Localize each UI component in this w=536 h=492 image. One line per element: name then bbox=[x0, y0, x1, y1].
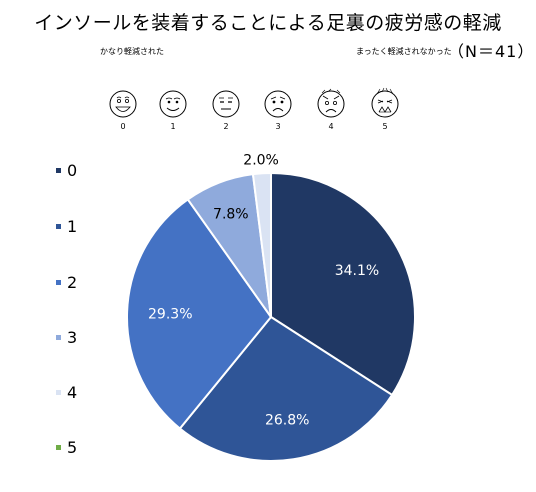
legend-item-4: 4 bbox=[56, 382, 77, 402]
legend-label-2: 2 bbox=[67, 272, 78, 292]
data-label-0: 34.1% bbox=[335, 263, 379, 279]
data-label-2: 29.3% bbox=[148, 307, 192, 323]
legend-swatch-5 bbox=[56, 444, 61, 450]
scale-right-label: まったく軽減されなかった bbox=[356, 47, 452, 56]
face-number-1: 1 bbox=[170, 122, 176, 131]
legend-swatch-2 bbox=[56, 279, 61, 285]
face-number-0: 0 bbox=[120, 122, 126, 131]
face-2-icon bbox=[212, 90, 240, 118]
legend-label-0: 0 bbox=[67, 160, 78, 180]
legend-swatch-4 bbox=[56, 389, 61, 395]
sample-size: （N＝41） bbox=[448, 42, 535, 61]
legend-item-3: 3 bbox=[56, 327, 77, 347]
legend-label-1: 1 bbox=[67, 216, 78, 236]
legend-swatch-0 bbox=[56, 167, 61, 173]
chart-title: インソールを装着することによる足裏の疲労感の軽減 bbox=[34, 12, 502, 34]
face-1-icon bbox=[159, 90, 187, 118]
face-3-icon bbox=[264, 90, 292, 118]
legend-item-2: 2 bbox=[56, 272, 77, 292]
face-scale bbox=[109, 87, 399, 118]
legend-item-0: 0 bbox=[56, 160, 77, 180]
legend-swatch-3 bbox=[56, 334, 61, 340]
legend-label-3: 3 bbox=[67, 327, 78, 347]
pie-slice-1 bbox=[178, 315, 394, 462]
pie-slice-4 bbox=[251, 171, 272, 318]
legend-item-1: 1 bbox=[56, 216, 77, 236]
legend-label-5: 5 bbox=[67, 437, 78, 457]
face-4-icon bbox=[317, 88, 345, 118]
pie-slice-2 bbox=[126, 198, 273, 430]
face-0-icon bbox=[109, 90, 137, 118]
face-5-icon bbox=[371, 87, 399, 118]
face-number-3: 3 bbox=[275, 122, 281, 131]
legend-swatch-1 bbox=[56, 223, 61, 229]
face-number-5: 5 bbox=[382, 122, 388, 131]
legend-label-4: 4 bbox=[67, 382, 78, 402]
data-label-3: 7.8% bbox=[213, 207, 249, 223]
face-number-4: 4 bbox=[328, 122, 334, 131]
face-number-2: 2 bbox=[223, 122, 229, 131]
data-label-1: 26.8% bbox=[265, 412, 309, 428]
scale-left-label: かなり軽減された bbox=[100, 47, 164, 56]
data-label-4: 2.0% bbox=[243, 152, 279, 168]
legend-item-5: 5 bbox=[56, 437, 77, 457]
